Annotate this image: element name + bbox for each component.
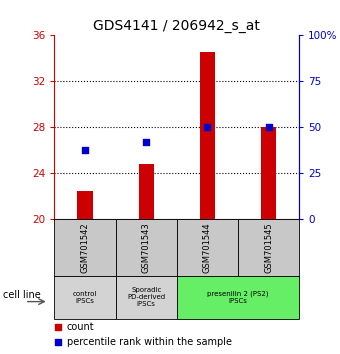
Bar xyxy=(177,276,299,319)
Bar xyxy=(116,219,177,276)
Text: GSM701544: GSM701544 xyxy=(203,222,212,273)
Title: GDS4141 / 206942_s_at: GDS4141 / 206942_s_at xyxy=(94,19,260,33)
Bar xyxy=(77,191,92,219)
Point xyxy=(143,139,149,145)
Point xyxy=(266,124,271,129)
Text: GSM701543: GSM701543 xyxy=(142,222,151,273)
Text: Sporadic
PD-derived
iPSCs: Sporadic PD-derived iPSCs xyxy=(127,287,165,307)
Text: GSM701545: GSM701545 xyxy=(264,222,273,273)
Bar xyxy=(139,164,154,219)
Text: presenilin 2 (PS2)
iPSCs: presenilin 2 (PS2) iPSCs xyxy=(207,291,269,304)
Bar xyxy=(177,219,238,276)
Bar xyxy=(238,219,299,276)
Point xyxy=(205,124,210,129)
Point xyxy=(55,324,61,329)
Bar xyxy=(200,51,215,219)
Text: control
IPSCs: control IPSCs xyxy=(73,291,97,304)
Bar xyxy=(116,276,177,319)
Bar xyxy=(54,219,116,276)
Bar xyxy=(54,276,116,319)
Text: cell line: cell line xyxy=(3,290,41,300)
Text: GSM701542: GSM701542 xyxy=(81,222,89,273)
Text: count: count xyxy=(67,321,94,332)
Text: percentile rank within the sample: percentile rank within the sample xyxy=(67,337,232,348)
Point xyxy=(55,340,61,346)
Bar xyxy=(261,127,276,219)
Point xyxy=(82,147,88,152)
